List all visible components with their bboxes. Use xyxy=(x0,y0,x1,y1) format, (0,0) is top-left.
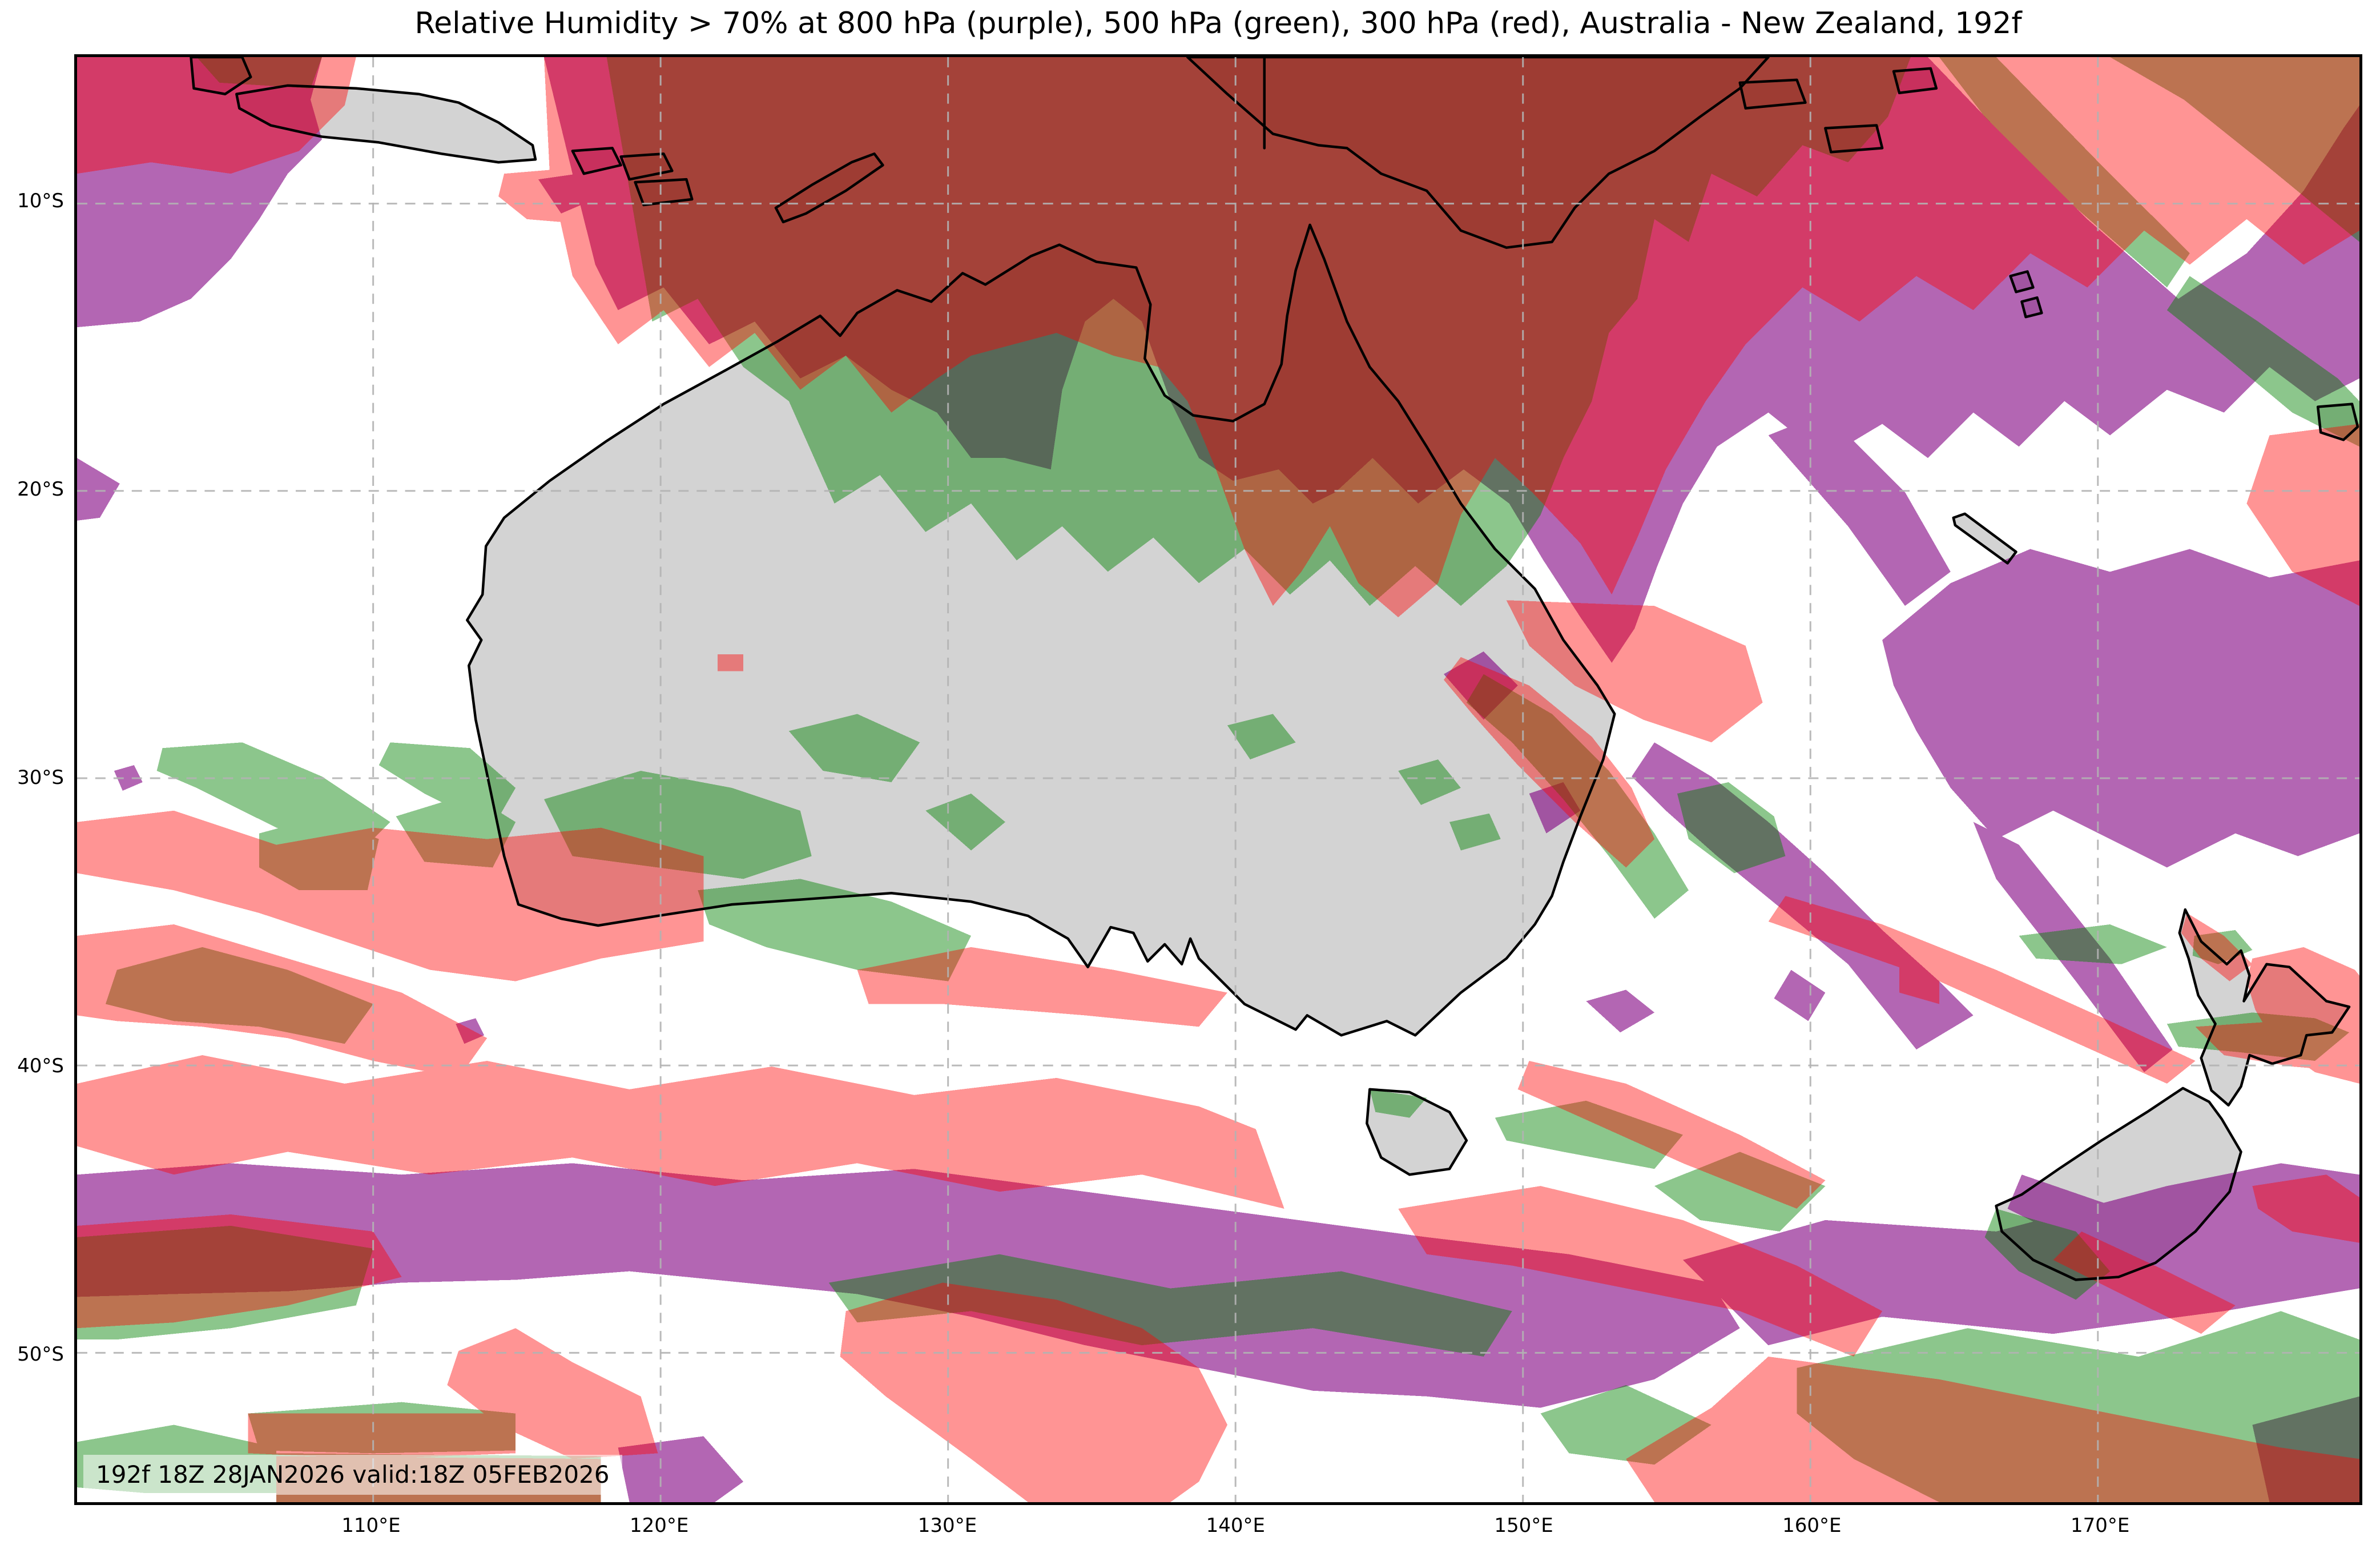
x-tick-110°E: 110°E xyxy=(341,1514,401,1537)
y-tick-30°S: 30°S xyxy=(17,766,64,789)
contour-300hpa xyxy=(77,57,2359,1502)
y-tick-20°S: 20°S xyxy=(17,477,64,501)
map-title: Relative Humidity > 70% at 800 hPa (purp… xyxy=(414,6,2022,41)
timestamp-annotation: 192f 18Z 28JAN2026 valid:18Z 05FEB2026 xyxy=(83,1455,622,1495)
y-tick-40°S: 40°S xyxy=(17,1055,64,1078)
x-tick-120°E: 120°E xyxy=(630,1514,689,1537)
contour-500hpa xyxy=(77,57,2359,1502)
humidity-300hpa-layer xyxy=(77,57,2359,1502)
y-tick-50°S: 50°S xyxy=(17,1343,64,1366)
x-tick-160°E: 160°E xyxy=(1782,1514,1842,1537)
y-tick-10°S: 10°S xyxy=(17,189,64,212)
x-tick-170°E: 170°E xyxy=(2070,1514,2130,1537)
gridlines-layer xyxy=(77,57,2359,1502)
humidity-800hpa-layer xyxy=(77,57,2359,1502)
map-canvas xyxy=(77,57,2359,1502)
land-fiji xyxy=(2318,404,2358,440)
land-new-caledonia xyxy=(1953,513,2016,564)
land-new-zealand-north-island xyxy=(2179,910,2350,1105)
x-tick-150°E: 150°E xyxy=(1494,1514,1553,1537)
contour-800hpa xyxy=(77,57,2359,1502)
x-tick-130°E: 130°E xyxy=(917,1514,977,1537)
humidity-500hpa-layer xyxy=(77,57,2359,1502)
land-tasmania xyxy=(1367,1089,1467,1175)
x-tick-140°E: 140°E xyxy=(1206,1514,1265,1537)
coastline-layer xyxy=(191,57,2358,1280)
map-plot-area xyxy=(74,54,2362,1505)
